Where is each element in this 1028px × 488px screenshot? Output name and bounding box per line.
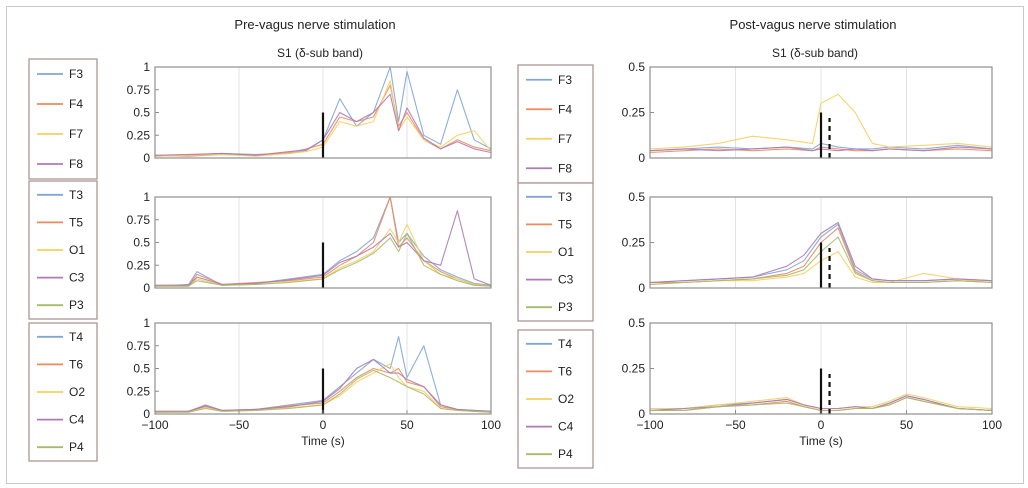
y-tick-label: 0 — [638, 407, 645, 421]
legend-label: O1 — [558, 245, 574, 259]
x-tick-label: 100 — [982, 418, 1002, 432]
x-tick-label: −100 — [141, 418, 168, 432]
y-tick-label: 0.75 — [127, 339, 151, 353]
y-tick-label: 0.5 — [628, 190, 645, 204]
series-line-p3 — [649, 236, 993, 285]
y-tick-label: 0.5 — [133, 236, 150, 250]
series-line-f8 — [154, 93, 492, 156]
legend-label: C4 — [69, 413, 85, 427]
legend-label: O1 — [69, 243, 85, 257]
series-line-p4 — [650, 397, 993, 411]
legend-label: F7 — [558, 132, 572, 146]
legend-box — [28, 58, 98, 180]
y-tick-label: 1 — [143, 190, 150, 204]
series-line-c3 — [155, 210, 492, 286]
x-tick-label: 0 — [818, 418, 825, 432]
legend-label: T5 — [69, 215, 83, 229]
y-tick-label: 0.25 — [622, 106, 646, 120]
figure: Pre-vagus nerve stimulation Post-vagus n… — [6, 6, 1024, 484]
legend-label: F8 — [558, 161, 572, 175]
series-line-c4 — [649, 395, 993, 411]
legend-label: P4 — [69, 440, 84, 454]
y-tick-label: 0 — [143, 407, 150, 421]
pre-vns-title: Pre-vagus nerve stimulation — [234, 17, 395, 32]
eeg-chart: Pre-vagus nerve stimulation Post-vagus n… — [28, 17, 1002, 469]
legend-label: T6 — [558, 364, 572, 378]
x-tick-label: −50 — [229, 418, 250, 432]
post-vns-subtitle: S1 (δ-sub band) — [772, 46, 858, 60]
y-tick-label: 1 — [143, 316, 150, 330]
y-tick-label: 0.25 — [622, 236, 646, 250]
y-tick-label: 0.75 — [127, 213, 151, 227]
y-tick-label: 0 — [638, 281, 645, 295]
y-tick-label: 0.75 — [127, 83, 151, 97]
legend-label: T6 — [69, 357, 83, 371]
legend-label: O2 — [69, 385, 85, 399]
y-tick-label: 0.25 — [622, 362, 646, 376]
chart-layer: 0 0.25 0.5 0.75 1 0 0.25 0.5 0.75 1 0 0.25 0.5 0.75 1 −… — [28, 58, 1002, 469]
post-vns-title: Post-vagus nerve stimulation — [730, 17, 897, 32]
legend-label: F4 — [558, 102, 572, 116]
y-tick-label: 0.25 — [127, 384, 151, 398]
y-tick-label: 0 — [638, 151, 645, 165]
x-tick-label: 0 — [320, 418, 327, 432]
legend-label: C3 — [558, 273, 574, 287]
y-tick-label: 0.5 — [628, 316, 645, 330]
legend-label: C4 — [558, 420, 574, 434]
y-tick-label: 0 — [143, 151, 150, 165]
series-line-f7 — [154, 80, 492, 157]
x-axis-label: Time (s) — [301, 434, 345, 448]
pre-vns-subtitle: S1 (δ-sub band) — [277, 46, 363, 60]
legend-label: C3 — [69, 271, 85, 285]
series-line-c3 — [649, 221, 993, 284]
y-tick-label: 0 — [143, 281, 150, 295]
legend-label: F3 — [69, 67, 83, 81]
legend-label: T4 — [69, 330, 83, 344]
series-line-c4 — [155, 358, 492, 412]
x-tick-label: −100 — [636, 418, 663, 432]
legend-label: P3 — [69, 298, 84, 312]
x-tick-label: 50 — [400, 418, 414, 432]
series-line-f7 — [649, 93, 993, 150]
y-tick-label: 0.25 — [127, 128, 151, 142]
legend-label: F4 — [69, 97, 83, 111]
x-tick-label: 50 — [900, 418, 914, 432]
series-line-f8 — [649, 146, 993, 152]
legend-label: T5 — [558, 217, 572, 231]
legend-label: P3 — [558, 300, 573, 314]
x-tick-label: 100 — [481, 418, 501, 432]
legend-label: P4 — [558, 447, 573, 461]
x-tick-label: −50 — [725, 418, 746, 432]
legend-box — [517, 64, 594, 184]
legend-label: T3 — [558, 190, 572, 204]
legend-label: F8 — [69, 157, 83, 171]
y-tick-label: 0.5 — [133, 362, 150, 376]
legend-label: T3 — [69, 188, 83, 202]
y-tick-label: 0.5 — [133, 106, 150, 120]
legend-label: F7 — [69, 127, 83, 141]
series-line-p3 — [155, 232, 492, 287]
y-tick-label: 0.5 — [628, 60, 645, 74]
series-line-p4 — [155, 369, 492, 413]
y-tick-label: 1 — [143, 60, 150, 74]
legend-label: F3 — [558, 73, 572, 87]
legend-label: O2 — [558, 392, 574, 406]
x-axis-label: Time (s) — [799, 434, 843, 448]
y-tick-label: 0.25 — [127, 258, 151, 272]
legend-label: T4 — [558, 337, 572, 351]
